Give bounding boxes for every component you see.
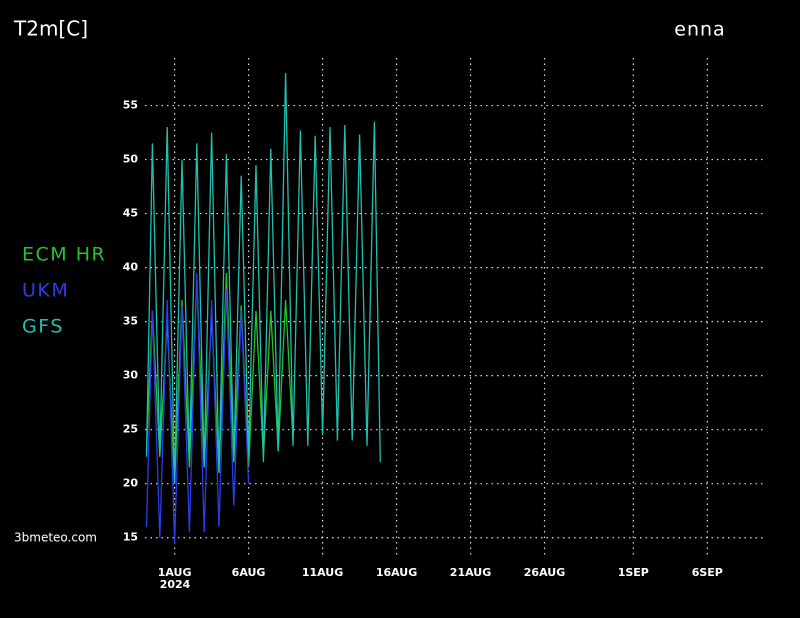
y-tick-label: 15: [123, 531, 138, 544]
y-tick-label: 45: [123, 207, 138, 220]
x-tick-label: 16AUG: [376, 566, 417, 579]
y-tick-label: 50: [123, 153, 139, 166]
x-tick-label: 21AUG: [450, 566, 491, 579]
x-tick-label: 6SEP: [692, 566, 723, 579]
legend-label: UKM: [22, 280, 69, 302]
source: 3bmeteo.com: [14, 531, 97, 545]
series-line: [145, 272, 250, 544]
x-tick-label: 26AUG: [524, 566, 565, 579]
y-tick-label: 20: [123, 477, 139, 490]
legend-label: ECM HR: [22, 244, 106, 266]
x-tick-label: 11AUG: [302, 566, 343, 579]
x-tick-label: 6AUG: [232, 566, 266, 579]
year-label: 2024: [160, 578, 191, 591]
location: enna: [674, 19, 725, 41]
y-tick-label: 25: [123, 423, 138, 436]
y-tick-label: 55: [123, 99, 138, 112]
chart-title: T2m[C]: [13, 17, 88, 41]
legend-label: GFS: [22, 316, 64, 338]
x-tick-label: 1AUG: [158, 566, 192, 579]
y-tick-label: 30: [123, 369, 139, 382]
y-tick-label: 35: [123, 315, 138, 328]
series-line: [145, 73, 381, 484]
y-tick-label: 40: [123, 261, 139, 274]
x-tick-label: 1SEP: [618, 566, 649, 579]
